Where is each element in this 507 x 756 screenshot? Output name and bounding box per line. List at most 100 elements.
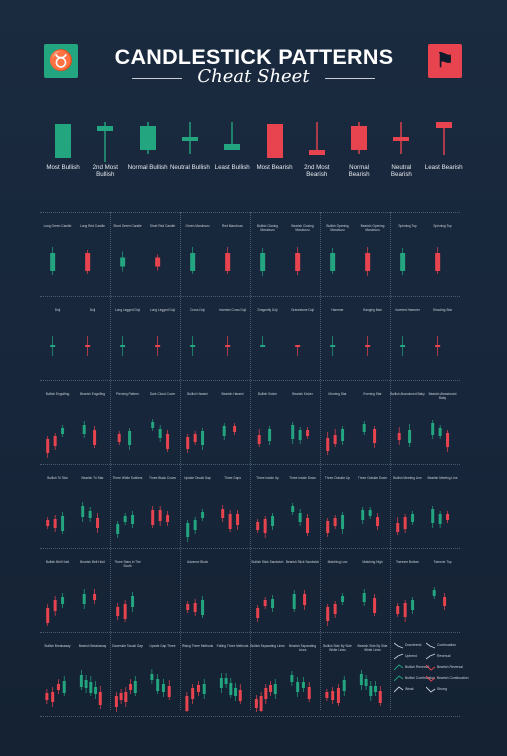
pattern-name: Doji: [89, 308, 96, 312]
mini-candle-body: [373, 598, 377, 613]
pattern-candles: [400, 247, 441, 275]
mini-candle-body: [330, 253, 336, 271]
mini-candle-body: [219, 678, 223, 688]
strength-candle: [139, 122, 156, 154]
pattern-name: Bullish Separating Lines: [250, 644, 285, 648]
mini-candle-body: [202, 684, 206, 694]
pattern-name: Three Inside Up: [256, 476, 279, 480]
pattern-cell: Bullish Breakaway Bearish Breakaway: [40, 630, 110, 714]
mini-candle-body: [397, 433, 401, 440]
mini-candle-body: [88, 511, 92, 518]
pattern-cell: Upside Tasuki Gap Three Gaps: [180, 462, 250, 546]
pattern-name: Bearish Harami: [221, 392, 244, 396]
pattern-cell: Three White Soldiers Three Black Crows: [110, 462, 180, 546]
pattern-name: Bullish Closing Marubozu: [257, 224, 278, 232]
mini-candle-body: [326, 438, 330, 451]
pattern-candles: [326, 421, 377, 455]
candle-body: [139, 126, 156, 150]
pattern-cell: Spinning Top Spinning Top: [390, 210, 460, 294]
strength-item: Neutral Bearish: [380, 122, 422, 178]
strength-label: Normal Bearish: [348, 164, 370, 178]
grid-divider-vertical: [390, 212, 391, 710]
mini-candle-body: [46, 520, 50, 526]
legend-label: Reversal: [437, 654, 451, 658]
mini-candle-body: [268, 429, 272, 441]
mini-candle-body: [89, 682, 93, 693]
pattern-name: Evening Star: [363, 392, 382, 396]
mini-candle-body: [236, 514, 240, 525]
pattern-name: Dragonfly Doji: [257, 308, 278, 312]
strength-item: Normal Bearish: [338, 122, 380, 178]
grid-divider-horizontal: [40, 548, 460, 549]
pattern-cell: Bullish Engulfing Bearish Engulfing: [40, 378, 110, 462]
mini-candle-body: [256, 608, 260, 618]
pattern-name: Rising Three Methods: [181, 644, 214, 648]
pattern-cell: Bullish Tri Star Bearish Tri Star: [40, 462, 110, 546]
pattern-cell: Three Inside Up Three Inside Down: [250, 462, 320, 546]
mini-candle-body: [185, 696, 189, 711]
mini-candle-body: [166, 515, 170, 522]
grid-divider-horizontal: [40, 716, 460, 717]
grid-divider-horizontal: [40, 464, 460, 465]
mini-candle-body: [307, 687, 311, 699]
mini-candle-body: [238, 690, 242, 701]
pattern-name: Bullish Engulfing: [45, 392, 70, 396]
pattern-name: Bullish Meeting Line: [393, 476, 422, 480]
strength-label: Normal Bullish: [127, 164, 168, 171]
pattern-candles: [45, 670, 102, 709]
pattern-name: Bearish Closing Marubozu: [291, 224, 314, 232]
grid-divider-vertical: [320, 212, 321, 710]
mini-candle-body: [193, 520, 197, 530]
pattern-candles: [326, 589, 377, 626]
mini-candle-body: [298, 430, 302, 440]
mini-candle-body: [325, 692, 329, 698]
mini-candle-body: [46, 439, 50, 453]
pattern-name: Bearish Kicker: [292, 392, 313, 396]
strength-label: Least Bearish: [424, 164, 463, 171]
mini-candle-body: [53, 436, 57, 446]
strength-candle: [393, 122, 410, 154]
pattern-name: Falling Three Methods: [216, 644, 249, 648]
pattern-cell: Bullish Abandoned Baby Bearish Abandoned …: [390, 378, 460, 462]
pattern-candles: [186, 596, 205, 618]
mini-candle-body: [46, 608, 50, 623]
mini-candle-body: [61, 597, 65, 604]
legend-label: Bearish Continuation: [437, 676, 469, 680]
mini-candle-body: [193, 603, 197, 612]
subtitle-underline-right: [325, 78, 375, 79]
mini-candle-body: [431, 423, 435, 435]
candle-body: [55, 124, 71, 158]
pattern-candles: [396, 587, 447, 622]
pattern-cell: Green Marubozu Red Marubozu: [180, 210, 250, 294]
strength-item: Normal Bullish: [127, 122, 169, 171]
strength-label: 2nd Most Bearish: [304, 164, 330, 178]
pattern-name: Bullish Abandoned Baby: [390, 392, 425, 396]
candle-body: [435, 122, 452, 128]
mini-candle-body: [400, 345, 406, 347]
pattern-name: Inverted Hammer: [395, 308, 420, 312]
mini-candle-body: [365, 345, 371, 347]
mini-candle-body: [45, 693, 49, 700]
pattern-name: Bearish Separating Lines: [288, 644, 317, 652]
pattern-candles: [186, 505, 240, 542]
mini-candle-body: [341, 429, 345, 441]
pattern-candles: [256, 503, 310, 538]
grid-divider-horizontal: [40, 380, 460, 381]
mini-candle-body: [193, 434, 197, 442]
mini-candle-body: [96, 518, 100, 528]
mini-candle-body: [131, 515, 135, 524]
strength-label: Least Bullish: [214, 164, 250, 171]
mini-candle-body: [431, 509, 435, 523]
candle-wick: [104, 122, 106, 162]
pattern-name: Red Marubozu: [222, 224, 243, 228]
pattern-cell: Rising Three Methods Falling Three Method…: [180, 630, 250, 714]
pattern-name: Bearish Belt Hold: [80, 560, 105, 564]
pattern-cell: Bullish Side By Side White Lines Bearish …: [320, 630, 390, 714]
legend-icon: [394, 686, 404, 693]
strength-candle: [224, 122, 241, 150]
pattern-name: Gravestone Doji: [291, 308, 314, 312]
pattern-name: Doji: [54, 308, 61, 312]
candle-body: [97, 126, 114, 131]
mini-candle-body: [362, 593, 366, 602]
mini-candle-body: [291, 506, 295, 512]
